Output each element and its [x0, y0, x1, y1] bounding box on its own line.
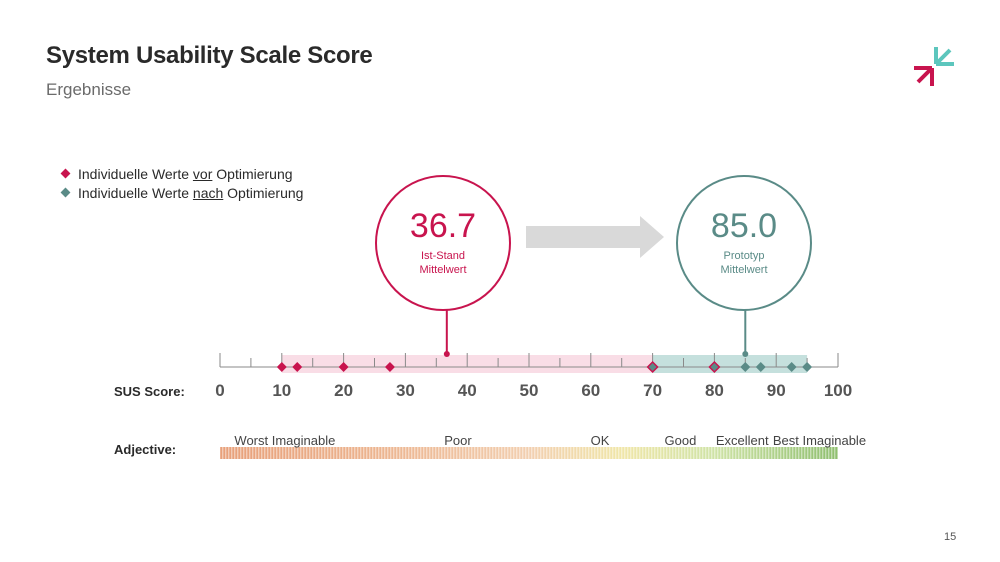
- page-number: 15: [944, 531, 957, 543]
- mean-before-value: 36.7: [410, 207, 476, 245]
- mean-before-pointer-dot: [443, 351, 450, 357]
- band-after: [652, 355, 808, 373]
- tick-label: 100: [824, 381, 852, 400]
- mean-before-line2: Mittelwert: [419, 264, 466, 276]
- slide-subtitle: Ergebnisse: [46, 80, 132, 99]
- adjective-excellent: Excellent: [716, 433, 769, 448]
- tick-label: 50: [520, 381, 539, 400]
- point-after: [740, 362, 751, 372]
- adjective-good: Good: [665, 433, 697, 448]
- tick-label: 40: [458, 381, 477, 400]
- adjective-scale-stripes: [220, 447, 838, 459]
- tick-label: 10: [272, 381, 291, 400]
- adjective-best-imaginable: Best Imaginable: [773, 433, 866, 448]
- point-after: [755, 362, 766, 372]
- legend-item-after: Individuelle Werte nach Optimierung: [60, 183, 303, 202]
- tick-label: 30: [396, 381, 415, 400]
- logo-icon: [914, 47, 954, 86]
- arrow-icon: [526, 216, 664, 258]
- tick-label: 20: [334, 381, 353, 400]
- sus-score-label: SUS Score:: [114, 384, 185, 399]
- mean-after-circle: [676, 175, 812, 311]
- adjective-poor: Poor: [444, 433, 472, 448]
- point-before: [708, 360, 721, 374]
- mean-after-value: 85.0: [711, 207, 777, 245]
- point-before: [338, 362, 349, 372]
- adjective-worst-imaginable: Worst Imaginable: [234, 433, 335, 448]
- legend-item-before: Individuelle Werte vor Optimierung: [60, 164, 303, 183]
- tick-label: 60: [581, 381, 600, 400]
- slide-title: System Usability Scale Score: [46, 42, 373, 69]
- point-before: [646, 360, 659, 374]
- tick-label: 0: [215, 381, 224, 400]
- tick-label: 90: [767, 381, 786, 400]
- tick-label: 80: [705, 381, 724, 400]
- point-after: [786, 362, 797, 372]
- mean-after-line1: Prototyp: [724, 250, 765, 262]
- point-after: [802, 362, 813, 372]
- point-before: [292, 362, 303, 372]
- adjective-label: Adjective:: [114, 442, 176, 457]
- adjective-ok: OK: [591, 433, 610, 448]
- mean-before-circle: [375, 175, 511, 311]
- point-before: [384, 362, 395, 372]
- legend: Individuelle Werte vor Optimierung Indiv…: [60, 164, 303, 202]
- mean-before-line1: Ist-Stand: [421, 250, 465, 262]
- mean-after-line2: Mittelwert: [720, 264, 767, 276]
- point-before: [276, 362, 287, 372]
- mean-after-pointer-dot: [742, 351, 749, 357]
- tick-label: 70: [643, 381, 662, 400]
